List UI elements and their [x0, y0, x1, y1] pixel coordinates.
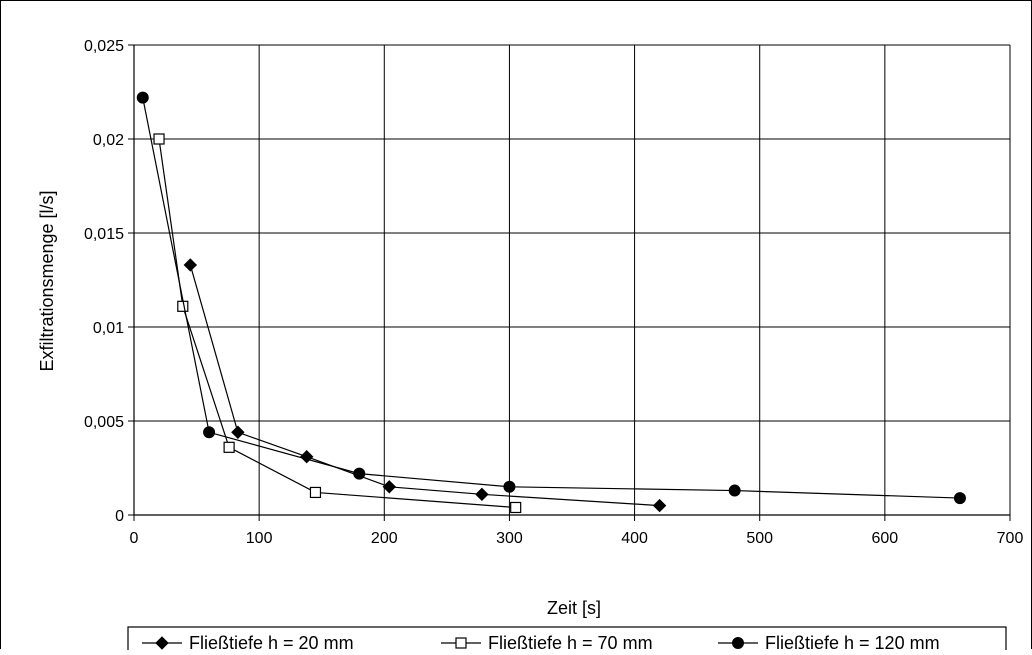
data-point: [177, 300, 189, 312]
x-tick-label: 100: [246, 530, 273, 547]
data-point: [382, 480, 396, 494]
axes: [128, 44, 1011, 521]
x-tick-label: 0: [130, 530, 139, 547]
legend-marker: [732, 637, 744, 649]
data-point: [953, 492, 966, 505]
tick-labels: 0 100 200 300 400 500 600 700 0 0,005 0,01 0,015 0,0…: [84, 38, 1023, 547]
grid: [134, 44, 1011, 515]
series-3: [136, 91, 966, 505]
data-point: [728, 484, 741, 497]
x-tick-label: 500: [746, 530, 773, 547]
legend-entry: Fließtiefe h = 120 mm: [718, 633, 940, 653]
legend-label: Fließtiefe h = 120 mm: [765, 633, 940, 650]
data-point: [183, 258, 198, 272]
legend-label: Fließtiefe h = 70 mm: [488, 633, 653, 650]
series-line: [189, 264, 660, 507]
y-tick-label: 0: [115, 508, 124, 525]
data-point: [231, 425, 245, 439]
legend: Fließtiefe h = 20 mm Fließtiefe h = 70 mm…: [127, 626, 1007, 655]
series-line: [158, 138, 516, 509]
data-point: [136, 91, 149, 104]
x-tick-label: 300: [496, 530, 523, 547]
y-tick-label: 0,025: [84, 38, 124, 55]
legend-label: Fließtiefe h = 20 mm: [189, 633, 354, 650]
y-tick-label: 0,01: [93, 320, 124, 337]
data-point: [309, 486, 322, 499]
x-axis-label: Zeit [s]: [547, 598, 601, 618]
legend-entry: Fließtiefe h = 70 mm: [441, 633, 653, 653]
y-tick-label: 0,005: [84, 414, 124, 431]
data-point: [475, 487, 489, 502]
data-point: [153, 133, 165, 145]
data-point: [353, 467, 366, 480]
legend-marker: [455, 637, 467, 649]
data-point: [203, 426, 216, 439]
series-group: [136, 91, 966, 514]
data-point: [510, 501, 522, 514]
x-tick-label: 400: [621, 530, 648, 547]
series-2: [153, 133, 522, 514]
y-axis-label: Exfiltrationsmenge [l/s]: [37, 190, 57, 371]
data-point: [503, 480, 516, 493]
x-tick-label: 600: [872, 530, 899, 547]
series-1: [183, 258, 667, 513]
data-point: [652, 498, 667, 513]
data-point: [223, 441, 235, 453]
y-tick-label: 0,02: [93, 132, 124, 149]
series-line: [142, 97, 960, 499]
y-tick-label: 0,015: [84, 226, 124, 243]
x-tick-label: 700: [997, 530, 1024, 547]
x-tick-label: 200: [371, 530, 398, 547]
